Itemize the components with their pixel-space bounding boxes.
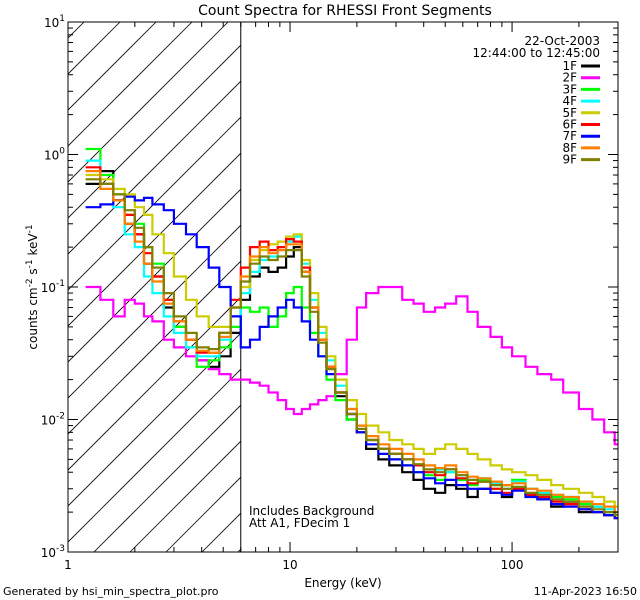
legend-label-5F: 5F — [562, 106, 577, 120]
hatch-line — [68, 224, 241, 399]
series-lines — [85, 147, 618, 520]
hatch-line — [68, 22, 193, 147]
y-tick-label: 101 — [44, 14, 65, 30]
series-line-9F — [85, 178, 618, 517]
time-range-label: 12:44:00 to 12:45:00 — [473, 46, 600, 60]
legend-label-1F: 1F — [562, 59, 577, 73]
background-hatch-region — [68, 22, 241, 552]
hatch-line — [68, 368, 241, 543]
hatch-line — [68, 260, 241, 435]
legend-label-6F: 6F — [562, 118, 577, 132]
hatch-line — [93, 404, 241, 552]
legend-label-2F: 2F — [562, 71, 577, 85]
hatch-line — [68, 332, 241, 507]
annotation-background: Includes Background — [249, 504, 374, 518]
series-line-2F — [85, 285, 618, 446]
series-line-7F — [85, 195, 618, 520]
series-line-8F — [85, 170, 618, 514]
x-tick-label: 100 — [501, 558, 524, 572]
y-axis-ticks: 10-3 10-2 10-1 100 101 — [41, 14, 618, 560]
series-line-1F — [85, 170, 618, 517]
footer-generator: Generated by hsi_min_spectra_plot.pro — [3, 585, 219, 598]
hatch-line — [68, 80, 241, 255]
y-tick-label: 10-1 — [41, 279, 65, 295]
footer-timestamp: 11-Apr-2023 16:50 — [534, 585, 637, 598]
legend-label-9F: 9F — [562, 153, 577, 167]
hatch-line — [68, 22, 229, 183]
hatch-line — [129, 440, 241, 552]
x-tick-label: 1 — [64, 558, 72, 572]
hatch-line — [68, 188, 241, 363]
legend-label-8F: 8F — [562, 141, 577, 155]
x-axis-label: Energy (keV) — [304, 576, 381, 590]
date-label: 22-Oct-2003 — [524, 34, 600, 48]
y-tick-label: 100 — [44, 147, 65, 163]
series-line-3F — [85, 147, 618, 514]
hatch-line — [68, 296, 241, 471]
chart-title: Count Spectra for RHESSI Front Segments — [198, 3, 492, 19]
x-axis-ticks: 1 10 100 — [64, 22, 619, 572]
y-tick-label: 10-2 — [41, 412, 65, 428]
y-axis-label: counts cm-2 s-1 keV-1 — [25, 224, 40, 349]
legend-label-4F: 4F — [562, 94, 577, 108]
legend-label-7F: 7F — [562, 129, 577, 143]
hatch-line — [68, 44, 241, 219]
series-line-6F — [85, 166, 618, 520]
plot-frame — [67, 21, 619, 553]
hatch-line — [68, 152, 241, 327]
y-tick-label: 10-3 — [41, 544, 65, 560]
annotation-attenuator: Att A1, FDecim 1 — [249, 516, 350, 530]
legend-label-3F: 3F — [562, 82, 577, 96]
x-tick-label: 10 — [282, 558, 297, 572]
